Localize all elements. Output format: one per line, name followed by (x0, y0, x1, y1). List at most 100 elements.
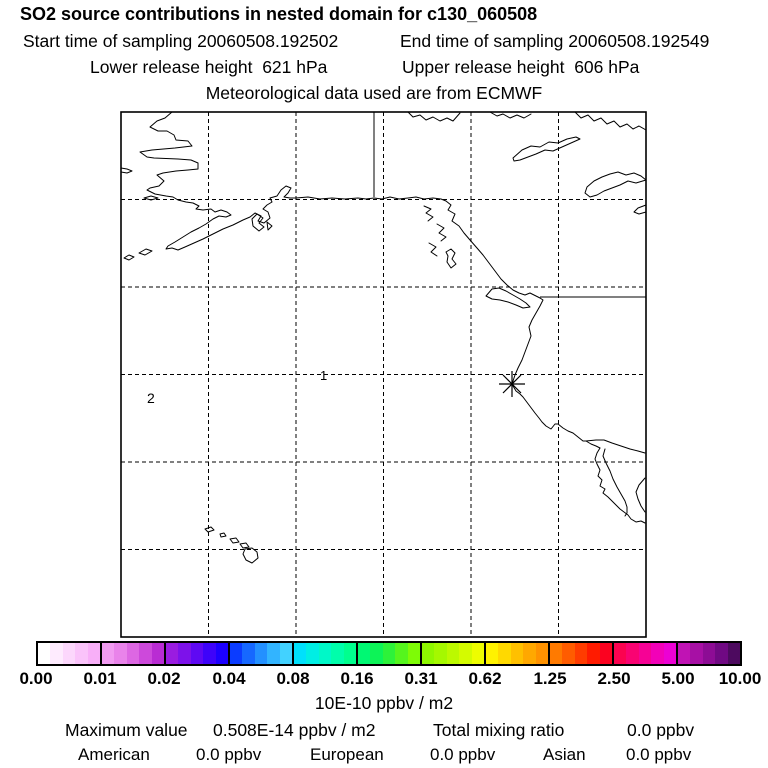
island-haida-gwaii (445, 248, 457, 269)
colorbar-cell (523, 643, 536, 664)
colorbar-segment (678, 643, 741, 664)
colorbar-cell (126, 643, 140, 664)
colorbar-tick: 0.02 (147, 669, 181, 688)
colorbar-cell (151, 643, 165, 664)
colorbar-cell (50, 643, 63, 664)
colorbar-cell (38, 643, 51, 664)
colorbar-segment (230, 643, 294, 664)
map-label-1: 1 (320, 368, 327, 383)
chukotka-tip (120, 167, 133, 174)
colorbar-cell (486, 643, 499, 664)
upper-release-text: Upper release height 606 hPa (402, 57, 640, 77)
colorbar-cell (215, 643, 229, 664)
colorbar-cell (715, 643, 728, 664)
colorbar-cell (306, 643, 319, 664)
colorbar-cell (395, 643, 408, 664)
island-st-lawrence (143, 195, 159, 201)
coastline-mainland (139, 111, 601, 449)
colorbar-segment (38, 643, 102, 664)
colorbar-cell (535, 643, 549, 664)
islands-se-alaska-3 (428, 242, 438, 257)
colorbar-cell (498, 643, 511, 664)
colorbar-cell (434, 643, 447, 664)
coastline-arctic-1 (407, 111, 461, 122)
colorbar-cell (510, 643, 524, 664)
colorbar-cell (702, 643, 716, 664)
colorbar-tick: 1.25 (533, 669, 567, 688)
colorbar-cells (38, 643, 741, 664)
colorbar-tick: 0.01 (83, 669, 117, 688)
colorbar-cell (87, 643, 101, 664)
colorbar-cell (690, 643, 703, 664)
island-border-fragment (633, 204, 647, 215)
page-title: SO2 source contributions in nested domai… (20, 4, 538, 24)
colorbar-cell (294, 643, 307, 664)
colorbar-cell (471, 643, 485, 664)
colorbar-segment (358, 643, 422, 664)
coastline-arctic-2 (489, 111, 532, 119)
coastline-baja-outer (594, 447, 646, 524)
colorbar-cell (242, 643, 255, 664)
island-hawaii-big (242, 547, 259, 564)
island-arctic-2 (584, 171, 647, 198)
colorbar-segment (102, 643, 166, 664)
colorbar-tick: 2.50 (597, 669, 631, 688)
colorbar-units: 10E-10 ppbv / m2 (314, 693, 454, 713)
colorbar-cell (166, 643, 179, 664)
source-european-value: 0.0 ppbv (430, 745, 496, 764)
colorbar-cell (203, 643, 216, 664)
colorbar-cell (358, 643, 371, 664)
max-value: 0.508E-14 ppbv / m2 (213, 720, 376, 740)
colorbar-tick: 0.08 (276, 669, 310, 688)
colorbar-cell (422, 643, 435, 664)
colorbar-cell (663, 643, 677, 664)
colorbar-segment (166, 643, 230, 664)
island-aleutian-2 (138, 248, 153, 256)
colorbar-cell (102, 643, 115, 664)
total-ratio-label: Total mixing ratio (433, 720, 565, 740)
colorbar-cell (139, 643, 152, 664)
colorbar-cell (267, 643, 280, 664)
island-kodiak (251, 213, 265, 232)
colorbar-cell (62, 643, 76, 664)
colorbar-cell (459, 643, 472, 664)
coastline-mexico-mainland (635, 477, 646, 513)
island-arctic-dagger (512, 136, 581, 162)
sampling-marker-asterisk (499, 371, 525, 397)
colorbar-cell (318, 643, 332, 664)
max-value-label: Maximum value (65, 720, 188, 740)
source-asian-label: Asian (543, 745, 586, 764)
map-graticule (121, 112, 646, 637)
colorbar-tick: 0.00 (19, 669, 53, 688)
islands-se-alaska-2 (436, 223, 447, 242)
colorbar-cell (678, 643, 691, 664)
colorbar-cell (407, 643, 421, 664)
colorbar-cell (727, 643, 741, 664)
source-european-label: European (310, 745, 384, 764)
colorbar-cell (382, 643, 396, 664)
coastlines (120, 111, 647, 564)
colorbar-cell (614, 643, 627, 664)
island-kenai-bit (266, 221, 273, 231)
colorbar-cell (190, 643, 204, 664)
island-molokai (229, 537, 240, 544)
island-maui (239, 542, 250, 549)
total-ratio-value: 0.0 ppbv (627, 720, 695, 740)
colorbar-cell (446, 643, 460, 664)
island-vancouver (485, 287, 531, 309)
coastline-baja-inner (602, 448, 628, 517)
colorbar-cell (75, 643, 88, 664)
colorbar-segment (550, 643, 614, 664)
colorbar-tick: 5.00 (661, 669, 695, 688)
island-kauai (204, 526, 215, 533)
colorbar-cell (587, 643, 600, 664)
island-aleutian-1 (123, 254, 135, 261)
islands-se-alaska-1 (423, 205, 434, 222)
colorbar-cell (254, 643, 268, 664)
source-american-value: 0.0 ppbv (196, 745, 262, 764)
met-data-text: Meteorological data used are from ECMWF (205, 83, 543, 103)
colorbar-cell (230, 643, 243, 664)
colorbar-cell (279, 643, 293, 664)
